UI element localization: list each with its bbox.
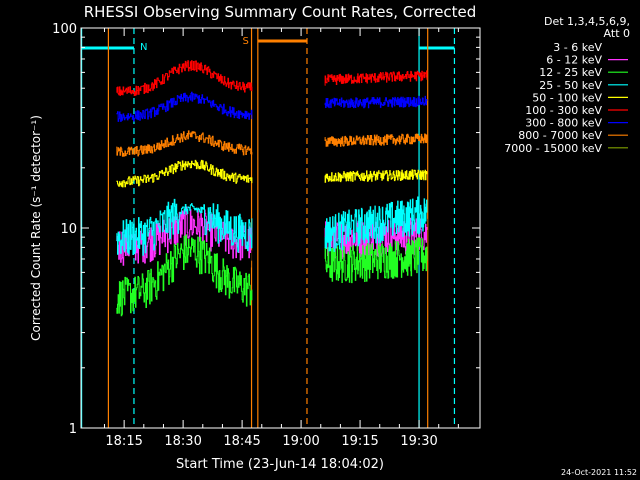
chart-title: RHESSI Observing Summary Count Rates, Co… [84, 3, 477, 21]
timestamp: 24-Oct-2021 11:52 [561, 468, 637, 477]
series-line [116, 198, 253, 256]
series-line [324, 70, 428, 86]
night-label: N [140, 42, 147, 53]
legend-entry-label: 12 - 25 keV [539, 66, 602, 79]
series-line [324, 133, 428, 147]
y-axis-label: Corrected Count Rate (s⁻¹ detector⁻¹) [29, 115, 43, 341]
y-tick-label: 1 [69, 422, 77, 437]
saa-label: S [243, 36, 249, 47]
series-line [116, 234, 253, 317]
y-tick-label: 10 [60, 222, 77, 237]
legend-entry-label: 7000 - 15000 keV [504, 142, 602, 155]
x-tick-label: 18:15 [105, 434, 142, 449]
x-tick-label: 18:45 [223, 434, 260, 449]
y-tick-label: 100 [52, 22, 77, 37]
series-line [116, 60, 253, 96]
legend-entry-label: 3 - 6 keV [553, 41, 602, 54]
series-line [324, 237, 428, 284]
x-tick-label: 19:15 [341, 434, 378, 449]
legend-header-line: Att 0 [604, 27, 630, 40]
x-tick-label: 19:00 [282, 434, 319, 449]
x-tick-label: 19:30 [400, 434, 437, 449]
axes: 18:15 18:30 18:45 19:00 19:15 19:30 1 10 100 [52, 22, 481, 449]
series-line [116, 91, 253, 122]
series-line [324, 196, 428, 252]
legend-entry-label: 25 - 50 keV [539, 79, 602, 92]
legend-entry-label: 50 - 100 keV [532, 91, 602, 104]
x-tick-label: 18:30 [164, 434, 201, 449]
legend-entry-label: 300 - 800 keV [525, 117, 602, 130]
legend-entry-label: 6 - 12 keV [546, 54, 602, 67]
series-layer [116, 60, 428, 317]
legend-header-line: Det 1,3,4,5,6,9, [544, 15, 630, 28]
series-line [324, 169, 428, 183]
legend-entry-label: 800 - 7000 keV [518, 129, 602, 142]
series-line [116, 159, 253, 188]
series-line [116, 130, 253, 157]
legend-entry-label: 100 - 300 keV [525, 104, 602, 117]
x-axis-label: Start Time (23-Jun-14 18:04:02) [176, 457, 384, 472]
series-line [324, 95, 428, 109]
